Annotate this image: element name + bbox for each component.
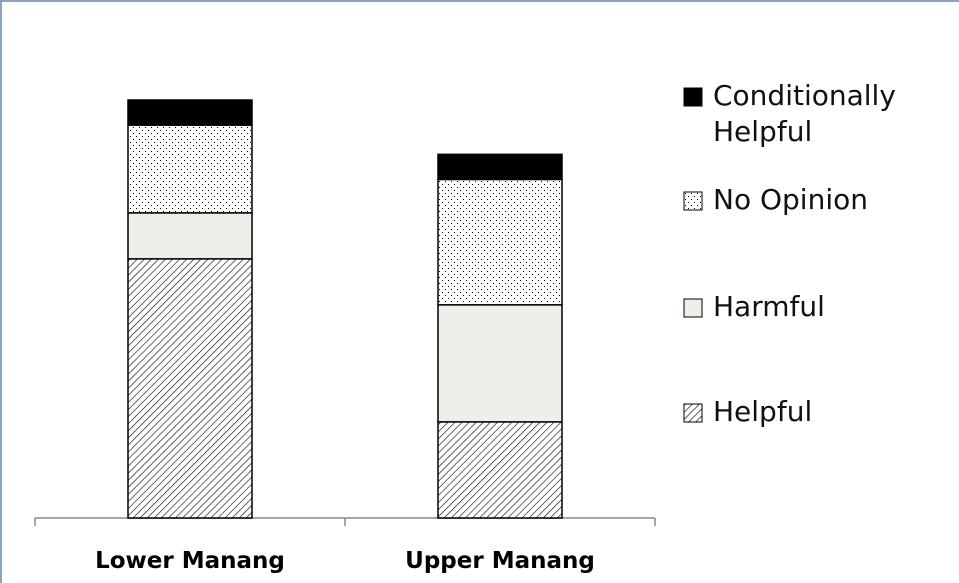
legend-label: Helpful xyxy=(713,395,813,428)
bar-segment xyxy=(127,258,253,519)
bar-segment xyxy=(127,99,253,126)
bar-segment xyxy=(437,178,563,306)
legend-swatch xyxy=(683,298,703,318)
bar-segment xyxy=(437,421,563,519)
legend-label: No Opinion xyxy=(713,183,868,216)
bar-segment xyxy=(437,153,563,181)
x-tick-label: Upper Manang xyxy=(405,548,595,574)
legend-label: Conditionally Helpful xyxy=(713,79,896,148)
legend-swatch xyxy=(683,403,703,423)
legend-swatch xyxy=(683,87,703,107)
legend-swatch xyxy=(683,191,703,211)
bar-segment xyxy=(437,304,563,423)
bar-segment xyxy=(127,124,253,214)
legend-label: Harmful xyxy=(713,290,825,323)
bar-segment xyxy=(127,212,253,260)
x-tick-label: Lower Manang xyxy=(95,548,285,574)
